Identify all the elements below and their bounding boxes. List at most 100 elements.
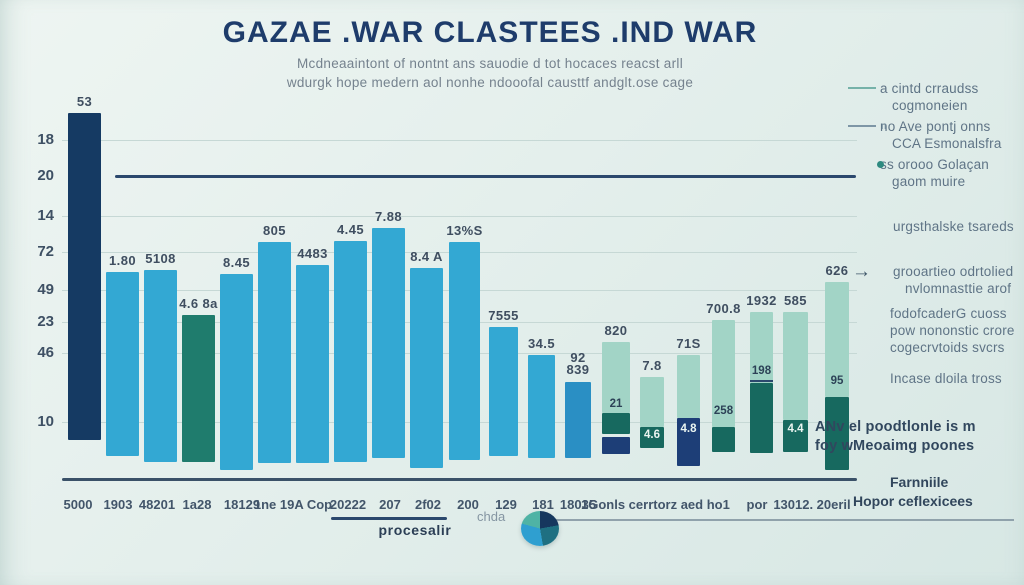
bar-value-label: 53 <box>56 94 113 109</box>
bar-segment <box>602 413 630 434</box>
bar <box>220 274 253 470</box>
bar-value-label: 7.88 <box>360 209 417 224</box>
x-tick-label: 1Gonls cerrtorz aed ho1 <box>581 497 730 512</box>
bar-value-line: 1932 <box>746 293 777 308</box>
bar-segment <box>602 437 630 454</box>
y-tick-label: 49 <box>37 281 54 298</box>
bar <box>106 272 139 456</box>
bar-value-label: 700.8 <box>700 301 747 316</box>
chda-label: chda <box>477 509 506 524</box>
family-label-line1: Farnniile <box>890 474 949 490</box>
bar-value-label: 8.4 A <box>398 249 455 264</box>
legend-text-line: Incase dloila tross <box>890 371 1002 386</box>
legend-text-line: urgsthalske tsareds <box>893 219 1014 234</box>
bar-segment <box>783 420 808 452</box>
bar-segment <box>677 418 700 466</box>
bar-segment <box>640 427 664 448</box>
legend-text-line: fodofcaderG cuoss <box>890 306 1007 321</box>
bar <box>489 327 518 456</box>
bar-value-label: 4.45 <box>322 222 379 237</box>
bar-inner-label: 21 <box>609 398 623 410</box>
bar <box>565 382 591 458</box>
bar-inner-label: 4.8 <box>680 423 697 435</box>
legend-text-line: nvlomnasttie arof <box>905 281 1012 296</box>
legend-item: no Ave pontj onns CCA Esmonalsfra <box>880 118 1002 152</box>
x-tick-label: 48201 <box>138 497 176 512</box>
bar-value-label: 1.80 <box>94 253 151 268</box>
x-tick-label: 5000 <box>63 497 93 512</box>
bar-inner-label: 95 <box>830 375 844 387</box>
bar-value-line: 4.45 <box>337 222 364 237</box>
y-tick-label: 46 <box>37 344 54 361</box>
legend-text-line: CCA Esmonalsfra <box>892 136 1002 151</box>
bar-value-label: 34.5 <box>516 337 567 350</box>
bar-inner-label: 4.6 <box>644 429 660 441</box>
bar-value-line: 92 <box>570 350 586 365</box>
process-label: procesalir <box>378 522 452 538</box>
bar-inner-label: 198 <box>751 365 772 377</box>
legend-text-line: cogmoneien <box>892 98 968 113</box>
legend-item: a cintd crraudss cogmoneien <box>880 80 979 114</box>
bar-value-line: 13%S <box>446 223 483 238</box>
legend-item: Incase dloila tross <box>890 370 1002 387</box>
bar <box>144 270 177 462</box>
x-tick-label: 13012. 20eril <box>773 497 851 512</box>
legend-text-line: a cintd crraudss <box>880 81 979 96</box>
bar-value-label: 71S <box>665 337 712 350</box>
bar-value-line: 5108 <box>145 251 176 266</box>
x-tick-label: 2f02 <box>414 497 442 512</box>
x-tick-label: 129 <box>495 497 517 512</box>
bar-segment <box>750 312 773 383</box>
bar-value-label: 1932 <box>738 293 785 308</box>
legend-text-line: foy wMeoaimg poones <box>815 438 975 454</box>
gridline <box>62 216 857 217</box>
bar-value-line: 585 <box>784 293 807 308</box>
bar-value-label: 5108 <box>132 251 189 266</box>
legend-text-line: cogecrvtoids svcrs <box>890 340 1005 355</box>
x-tick-label: por <box>746 497 768 512</box>
bar-value-line: 700.8 <box>706 301 741 316</box>
bar-value-label: 7555 <box>477 308 530 323</box>
bar-value-label: 585 <box>771 293 820 308</box>
legend-item: ss orooo Golaçan gaom muire <box>880 156 989 190</box>
gridline <box>62 140 857 141</box>
x-tick-label: 1ne 19A Cop <box>253 497 333 512</box>
process-underline <box>331 517 447 520</box>
bar-value-line: 53 <box>76 94 93 109</box>
bar-value-line: 8.4 A <box>410 249 443 264</box>
bar-value-line: 839 <box>566 362 590 377</box>
x-tick-label: 18129 <box>223 497 261 512</box>
legend-item: urgsthalske tsareds <box>893 218 1014 235</box>
y-tick-label: 18 <box>37 131 54 148</box>
bar <box>182 315 215 462</box>
bar <box>372 228 405 458</box>
legend-marker: ıı <box>881 121 887 132</box>
bar-value-label: 13%S <box>437 223 492 238</box>
bar-value-label: 626 <box>813 264 861 277</box>
bar-value-line: 7.8 <box>642 358 662 373</box>
bar <box>334 241 367 462</box>
bar-value-line: 805 <box>263 223 286 238</box>
legend-arrow-icon: → <box>852 261 871 282</box>
bar-value-label: 92 839 <box>553 350 603 377</box>
bar-segment <box>750 383 773 453</box>
legend-line-icon <box>848 87 876 89</box>
bar-value-line: 8.45 <box>223 255 250 270</box>
bar-value-label: 4483 <box>284 247 341 260</box>
x-tick-label: 20222 <box>329 497 367 512</box>
legend-text-line: ss orooo Golaçan <box>880 157 990 172</box>
x-tick-label: 181 <box>532 497 554 512</box>
bar-value-line: 7555 <box>488 308 519 323</box>
bar-value-line: 1.80 <box>109 253 136 268</box>
threshold-line <box>115 175 856 178</box>
x-tick-label: 1a28 <box>182 497 212 512</box>
legend-item: fodofcaderG cuoss pow nononstic crore coge… <box>890 305 1015 356</box>
bar-inner-label: 4.4 <box>787 423 804 435</box>
bar-segment <box>640 377 664 427</box>
bar-value-line: 7.88 <box>375 209 402 224</box>
legend-text-line: ANv el poodtlonle is m <box>815 419 976 435</box>
y-tick-label: 72 <box>37 243 54 260</box>
legend-item: grooartieo odrtolied nvlomnasttie arof <box>893 263 1013 297</box>
bar-value-line: 820 <box>604 323 628 338</box>
